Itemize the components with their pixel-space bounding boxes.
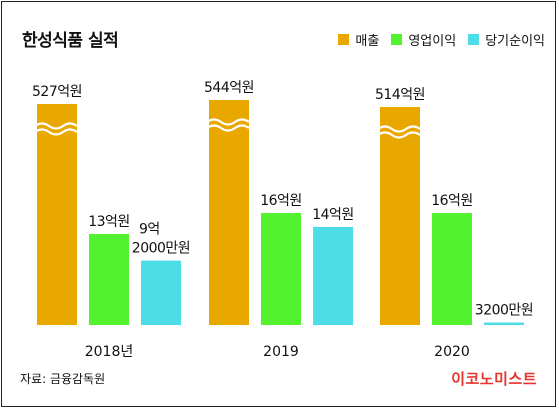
data-label: 9억 [139, 222, 160, 238]
x-tick-label: 2019 [263, 344, 299, 360]
legend-label-net: 당기순이익 [485, 34, 545, 49]
bar-net-1 [313, 227, 353, 325]
data-label: 544억원 [204, 80, 254, 96]
legend-label-operating: 영업이익 [408, 34, 457, 49]
data-label: 16억원 [431, 193, 473, 209]
bar-operating-0 [89, 234, 129, 325]
legend-swatch-operating [391, 34, 403, 45]
legend: 매출 영업이익 당기순이익 [326, 30, 545, 49]
bar-net-0 [141, 260, 181, 325]
legend-swatch-net [468, 34, 480, 45]
bar-revenue-1 [209, 100, 249, 325]
axis-break-mark [206, 118, 250, 126]
legend-item-operating: 영업이익 [391, 30, 456, 49]
data-label: 2000만원 [132, 241, 190, 257]
bar-operating-1 [261, 213, 301, 325]
data-label: 527억원 [32, 84, 82, 100]
x-tick-label: 2018년 [85, 344, 134, 360]
data-label: 514억원 [375, 87, 425, 103]
data-label: 14억원 [312, 207, 354, 223]
axis-break-mark [377, 131, 421, 139]
publisher-logo: 이코노미스트 [451, 370, 537, 388]
legend-label-revenue: 매출 [355, 34, 380, 49]
legend-swatch-revenue [338, 34, 350, 45]
data-label: 3200만원 [475, 303, 533, 319]
data-label: 16억원 [260, 193, 302, 209]
data-label: 13억원 [88, 214, 130, 230]
axis-break-mark [206, 124, 250, 132]
bar-operating-2 [432, 213, 472, 325]
legend-item-net: 당기순이익 [468, 30, 545, 49]
axis-break-mark [34, 128, 78, 136]
bar-revenue-0 [37, 103, 77, 325]
source-note: 자료: 금융감독원 [20, 372, 106, 386]
axis-break-mark [34, 122, 78, 130]
x-tick-label: 2020 [434, 344, 470, 360]
bar-net-2 [484, 322, 524, 325]
chart-title: 한성식품 실적 [22, 31, 119, 51]
axis-break-mark [377, 125, 421, 133]
legend-item-revenue: 매출 [338, 30, 379, 49]
bar-revenue-2 [380, 107, 420, 325]
